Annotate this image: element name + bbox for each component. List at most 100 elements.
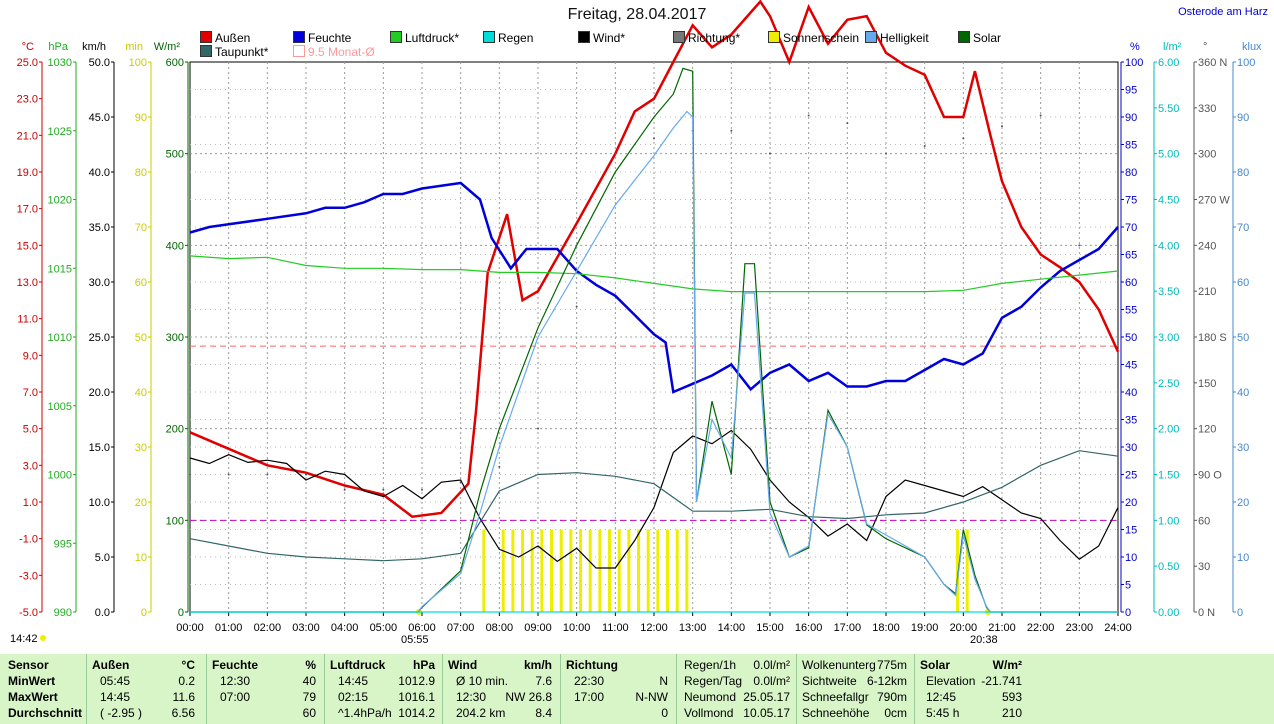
- stats-rain-label: Vollmond: [684, 706, 734, 720]
- axis-tick-label: 23.0: [17, 94, 38, 106]
- axis-tick-label: 60: [1198, 515, 1210, 527]
- x-tick-label: 19:00: [911, 622, 939, 634]
- x-tick-label: 24:00: [1104, 622, 1132, 634]
- axis-tick-label: 6.00: [1158, 57, 1179, 69]
- axis-tick-label: 90: [1237, 112, 1249, 124]
- x-tick-label: 13:00: [679, 622, 707, 634]
- axis-tick-label: 25.0: [17, 57, 38, 69]
- sunshine-bar: [588, 529, 592, 612]
- stats-separator: [914, 654, 915, 724]
- sunshine-bar: [965, 529, 969, 612]
- stats-header: Außen: [92, 658, 130, 672]
- sunshine-bar: [501, 529, 505, 612]
- stats-unit: km/h: [523, 658, 552, 672]
- direction-point: [227, 473, 230, 476]
- chart-title: Freitag, 28.04.2017: [567, 6, 707, 23]
- axis-unit-label: min: [125, 41, 143, 53]
- stats-value: 79: [302, 690, 316, 704]
- legend-swatch: [673, 31, 685, 43]
- legend-swatch: [578, 31, 590, 43]
- axis-tick-label: 995: [54, 538, 72, 550]
- axis-tick-label: 40: [135, 387, 147, 399]
- direction-point: [421, 488, 423, 491]
- axis-tick-label: 10.0: [89, 497, 110, 509]
- stats-unit: %: [305, 658, 316, 672]
- axis-tick-label: 300: [1198, 149, 1216, 161]
- axis-tick-label: 90 O: [1198, 470, 1222, 482]
- axis-tick-label: 70: [1125, 222, 1137, 234]
- x-tick-label: 15:00: [756, 622, 784, 634]
- axis-tick-label: 30: [1237, 442, 1249, 454]
- x-tick-label: 14:00: [718, 622, 746, 634]
- direction-point: [1078, 244, 1081, 247]
- x-tick-label: 18:00: [872, 622, 900, 634]
- axis-unit-label: km/h: [82, 41, 106, 53]
- axis-tick-label: 4.00: [1158, 240, 1179, 252]
- axis-tick-label: 3.00: [1158, 332, 1179, 344]
- stats-unit: W/m²: [992, 658, 1022, 672]
- direction-point: [1117, 274, 1119, 277]
- axis-tick-label: 11.0: [17, 314, 38, 326]
- axis-tick-label: 3.0: [23, 460, 38, 472]
- location-label[interactable]: Osterode am Harz: [1178, 6, 1268, 18]
- stats-cloud-label: Schneefallgr: [802, 690, 869, 704]
- direction-point: [885, 152, 887, 155]
- stats-cell: 05:45: [100, 674, 131, 688]
- x-tick-label: 05:00: [370, 622, 398, 634]
- series-line: [189, 450, 1119, 562]
- stats-header: Feuchte: [212, 658, 259, 672]
- axis-tick-label: 100: [1237, 57, 1255, 69]
- x-tick-label: 10:00: [563, 622, 591, 634]
- axis-tick-label: 0: [178, 607, 184, 619]
- stats-separator: [442, 654, 443, 724]
- direction-point: [305, 473, 307, 476]
- direction-point: [1039, 114, 1042, 117]
- stats-value: 40: [302, 674, 316, 688]
- series-line: [189, 181, 1119, 394]
- stats-row-label: MinWert: [8, 674, 56, 688]
- stats-value: 60: [302, 706, 316, 720]
- axis-tick-label: 240: [1198, 240, 1216, 252]
- axis-tick-label: 80: [135, 167, 147, 179]
- sunshine-bar: [675, 529, 679, 612]
- legend-item: Richtung*: [673, 31, 740, 45]
- axis-tick-label: 5: [1125, 580, 1131, 592]
- axis-tick-label: 5.0: [23, 424, 38, 436]
- sunshine-bar: [608, 529, 612, 612]
- stats-cell: 14:45: [338, 674, 369, 688]
- direction-point: [614, 152, 617, 155]
- legend-swatch: [293, 31, 305, 43]
- stats-solar-value: 593: [1001, 690, 1022, 704]
- direction-point: [807, 114, 810, 117]
- sunshine-bar: [511, 529, 515, 612]
- stats-separator: [560, 654, 561, 724]
- sunshine-bar: [530, 529, 534, 612]
- axis-tick-label: -3.0: [19, 570, 38, 582]
- stats-cell: Ø 10 min.: [456, 674, 509, 688]
- stats-separator: [86, 654, 87, 724]
- direction-point: [343, 488, 346, 491]
- sunset-label: 20:38: [970, 634, 998, 646]
- axis-tick-label: 500: [166, 149, 184, 161]
- axis-tick-label: 3.50: [1158, 286, 1179, 298]
- direction-point: [575, 305, 578, 308]
- direction-point: [923, 145, 926, 148]
- axis-tick-label: 1005: [48, 401, 72, 413]
- axis-tick-label: 0 N: [1198, 607, 1215, 619]
- axis-tick-label: 60: [1237, 277, 1249, 289]
- stats-header: Solar: [920, 658, 951, 672]
- stats-header: Sensor: [8, 658, 49, 672]
- axis-tick-label: 1015: [48, 263, 72, 275]
- stats-cell: 07:00: [220, 690, 251, 704]
- stats-separator: [206, 654, 207, 724]
- axis-tick-label: 30: [1125, 442, 1137, 454]
- axis-tick-label: -1.0: [19, 534, 38, 546]
- legend-item: Feuchte: [293, 31, 351, 45]
- current-time-marker: [40, 635, 46, 641]
- direction-point: [189, 473, 191, 476]
- legend-swatch: [768, 31, 780, 43]
- axis-tick-label: 1020: [48, 195, 72, 207]
- x-tick-label: 11:00: [602, 622, 629, 634]
- stats-panel: Sensor Außen °C Feuchte% Luftdruck hPa Wind km/…: [0, 654, 1274, 724]
- legend-label: Solar: [973, 31, 1002, 45]
